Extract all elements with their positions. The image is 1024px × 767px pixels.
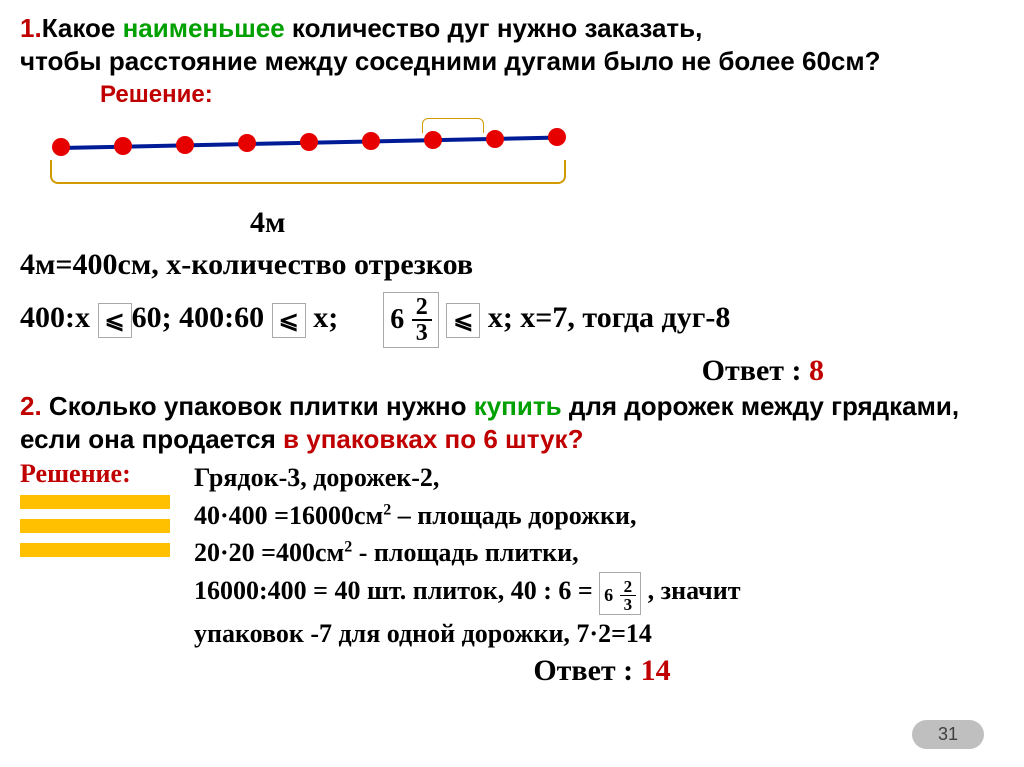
q1-ineq1: 400:x (20, 301, 90, 334)
q1-answer: Ответ : 8 (20, 354, 1004, 388)
q2-ans-val: 14 (641, 654, 671, 687)
diagram-dot (424, 131, 442, 149)
q2-frac-n: 2 (620, 578, 637, 596)
q2-frac-whole: 6 (604, 585, 613, 605)
q1-b1: Какое (42, 13, 123, 43)
q1-frac: 2 3 (412, 295, 432, 345)
q2-l4: 16000:400 = 40 шт. плиток, 40 : 6 = 6 2 … (194, 572, 740, 615)
q2-calc-col: Грядок-3, дорожек-2, 40·400 =16000см2 – … (194, 459, 740, 652)
q2-l2b: – площадь дорожки, (391, 501, 636, 530)
q2-frac-d: 3 (620, 596, 637, 613)
q1-block: 1.Какое наименьшее количество дуг нужно … (20, 12, 1004, 388)
q2-l2: 40·400 =16000см2 – площадь дорожки, (194, 497, 740, 535)
q1-frac-d: 3 (412, 321, 432, 345)
q1-green: наименьшее (123, 13, 285, 43)
q1-line2: чтобы расстояние между соседними дугами … (20, 46, 880, 76)
q2-solution-label: Решение: (20, 459, 190, 489)
q1-ans-val: 8 (809, 354, 824, 387)
stripe-row (20, 495, 170, 509)
diagram-dot (114, 137, 132, 155)
diagram-dot (52, 138, 70, 156)
q1-ineq-row: 400:x ⩽60; 400:60 ⩽ x; 6 2 3 ⩽ x; x=7, т… (20, 292, 1004, 348)
q1-frac-n: 2 (412, 295, 432, 321)
q1-solution-label: Решение: (100, 81, 213, 108)
q1-sixty: 60; 400:60 (132, 301, 264, 334)
q2-t3: купить (474, 391, 562, 421)
q1-diagram (20, 116, 1004, 206)
q2-l3a: 20·20 =400см (194, 538, 344, 567)
q1-prefix: 1. (20, 13, 42, 43)
q2-l3b: - площадь плитки, (352, 538, 578, 567)
q2-l1: Грядок-3, дорожек-2, (194, 459, 740, 497)
stripe-row (20, 543, 170, 557)
q2-l3: 20·20 =400см2 - площадь плитки, (194, 534, 740, 572)
q2-answer: Ответ : 14 (200, 654, 1004, 688)
page-number: 31 (912, 720, 984, 749)
q2-stripes (20, 495, 170, 557)
q2-ans-label: Ответ : (533, 654, 640, 687)
diagram-dot (486, 130, 504, 148)
stripe-gap (20, 533, 170, 543)
q1-length: 4м (250, 206, 1004, 240)
q1-a1: количество дуг нужно заказать, (285, 13, 703, 43)
diagram-dot (238, 134, 256, 152)
q1-le3: ⩽ (446, 303, 480, 338)
q2-fracbox: 6 2 3 (599, 572, 641, 615)
q2-body: Решение: Грядок-3, дорожек-2, 40·400 =16… (20, 459, 1004, 652)
q2-t1: Сколько упаковок плитки (49, 391, 379, 421)
diagram-dot (548, 128, 566, 146)
q2-l4b: , значит (648, 576, 741, 605)
q2-l5: упаковок -7 для одной дорожки, 7·2=14 (194, 615, 740, 653)
q1-fracbox: 6 2 3 (383, 292, 439, 348)
diagram-dot (176, 136, 194, 154)
q1-xsemi: x; (313, 301, 338, 334)
q1-le2: ⩽ (272, 303, 306, 338)
q1-conv: 4м=400см, x-количество отрезков (20, 248, 1004, 282)
q2-l4a: 16000:400 = 40 шт. плиток, 40 : 6 = (194, 576, 599, 605)
stripe-row (20, 519, 170, 533)
q2-frac: 2 3 (620, 578, 637, 613)
q2-block: 2. Сколько упаковок плитки нужно купить … (20, 390, 1004, 688)
q1-le1: ⩽ (98, 303, 132, 338)
q2-l2a: 40·400 =16000см (194, 501, 383, 530)
q1-ans-label: Ответ : (702, 354, 809, 387)
q2-prefix: 2. (20, 391, 49, 421)
q1-concl: x; x=7, тогда дуг-8 (488, 301, 731, 334)
q1-text: 1.Какое наименьшее количество дуг нужно … (20, 12, 1004, 110)
diagram-dot (300, 133, 318, 151)
q1-bracket-big (50, 160, 566, 184)
q1-frac-whole: 6 (390, 304, 404, 335)
q2-text: 2. Сколько упаковок плитки нужно купить … (20, 390, 1004, 455)
q2-t2: нужно (379, 391, 474, 421)
diagram-dot (362, 132, 380, 150)
q2-t5: в упаковках по 6 штук? (283, 424, 583, 454)
stripe-gap (20, 509, 170, 519)
